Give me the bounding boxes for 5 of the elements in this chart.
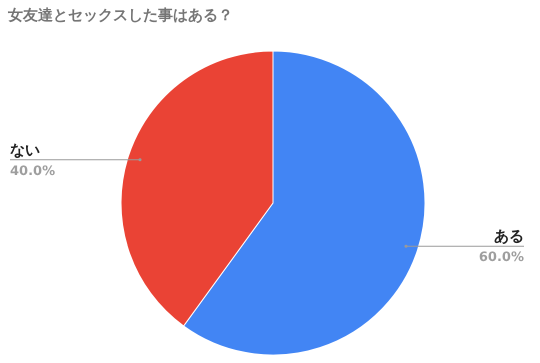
- chart-title: 女友達とセックスした事はある？: [8, 6, 233, 25]
- data-label: 40.0%: [10, 164, 56, 179]
- slice-label: ある: [494, 227, 524, 246]
- data-label: 60.0%: [478, 250, 524, 266]
- slice-label: ない: [10, 140, 40, 159]
